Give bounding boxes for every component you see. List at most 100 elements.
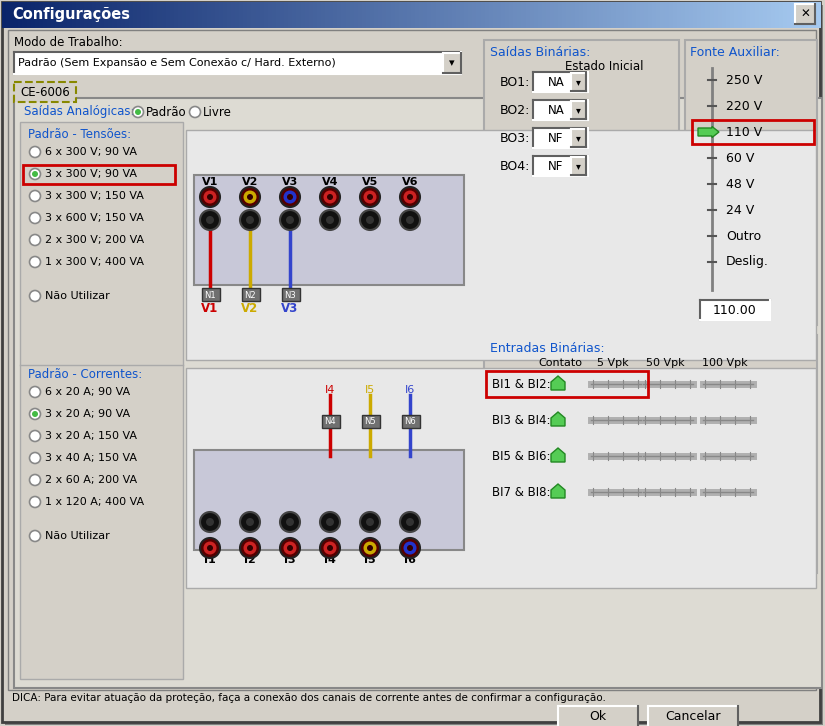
Text: N4: N4 (324, 417, 336, 426)
Bar (657, 2, 662, 28)
Bar (198, 2, 204, 28)
Bar (705, 2, 710, 28)
Text: Saídas Binárias:: Saídas Binárias: (490, 46, 591, 59)
Bar (501, 2, 506, 28)
Text: 3 x 600 V; 150 VA: 3 x 600 V; 150 VA (45, 213, 144, 223)
Bar (125, 2, 130, 28)
Bar (14, 52, 461, 74)
Bar (521, 2, 526, 28)
Text: 50 Vpk: 50 Vpk (646, 358, 684, 368)
Bar (816, 2, 821, 28)
Bar (648, 706, 738, 726)
Circle shape (407, 545, 413, 551)
Bar (280, 2, 285, 28)
Circle shape (190, 107, 200, 118)
Text: V2: V2 (242, 301, 258, 314)
Text: NA: NA (548, 104, 565, 116)
Bar (730, 2, 735, 28)
Bar (534, 2, 539, 28)
Circle shape (30, 234, 40, 245)
Bar (693, 2, 698, 28)
Circle shape (367, 194, 373, 200)
Circle shape (280, 538, 300, 558)
Circle shape (204, 190, 216, 203)
Bar (26, 2, 31, 28)
Circle shape (30, 431, 40, 441)
Text: 48 V: 48 V (726, 177, 754, 190)
Bar (783, 2, 788, 28)
Bar (473, 2, 478, 28)
Bar (398, 2, 403, 28)
Circle shape (240, 210, 260, 230)
Circle shape (133, 107, 144, 118)
Bar (194, 2, 200, 28)
Circle shape (286, 518, 294, 526)
Bar (342, 2, 346, 28)
Circle shape (32, 411, 38, 417)
Bar (644, 2, 649, 28)
Bar (214, 2, 219, 28)
Text: ✕: ✕ (800, 7, 810, 20)
Text: N3: N3 (284, 290, 296, 300)
Bar (513, 2, 518, 28)
Bar (624, 2, 629, 28)
Text: ▾: ▾ (576, 133, 581, 143)
Bar (202, 288, 220, 301)
Circle shape (30, 213, 40, 224)
Bar (766, 2, 772, 28)
Bar (329, 2, 334, 28)
Bar (550, 2, 555, 28)
Bar (358, 2, 363, 28)
Bar (39, 2, 44, 28)
Circle shape (406, 216, 414, 224)
Circle shape (407, 194, 413, 200)
Text: V6: V6 (402, 177, 418, 187)
Circle shape (323, 542, 337, 555)
Text: NA: NA (548, 76, 565, 89)
Bar (526, 2, 530, 28)
Bar (689, 2, 694, 28)
Bar (366, 2, 371, 28)
Bar (779, 2, 785, 28)
Text: 250 V: 250 V (726, 73, 762, 86)
Text: Deslig.: Deslig. (726, 256, 769, 269)
Text: Cancelar: Cancelar (665, 711, 721, 724)
Bar (751, 2, 756, 28)
Bar (292, 2, 298, 28)
Bar (533, 128, 588, 148)
Bar (427, 2, 432, 28)
Bar (636, 2, 641, 28)
Bar (379, 2, 384, 28)
Bar (759, 2, 764, 28)
Circle shape (240, 512, 260, 532)
Circle shape (200, 210, 220, 230)
Circle shape (360, 210, 380, 230)
Bar (321, 2, 326, 28)
Bar (68, 2, 73, 28)
Bar (282, 288, 300, 301)
Circle shape (320, 187, 340, 207)
Bar (493, 2, 498, 28)
Text: Não Utilizar: Não Utilizar (45, 291, 110, 301)
Bar (20, 122, 183, 679)
Bar (538, 2, 543, 28)
Circle shape (327, 545, 333, 551)
Bar (607, 2, 612, 28)
Bar (243, 2, 248, 28)
Bar (223, 2, 228, 28)
Bar (72, 2, 77, 28)
Bar (100, 2, 106, 28)
Text: 60 V: 60 V (726, 152, 754, 165)
Circle shape (323, 190, 337, 203)
Text: ▾: ▾ (449, 58, 455, 68)
Bar (55, 2, 60, 28)
Text: I6: I6 (404, 555, 416, 565)
Bar (571, 2, 576, 28)
Bar (276, 2, 281, 28)
Circle shape (287, 194, 293, 200)
Bar (18, 2, 23, 28)
Bar (692, 120, 814, 144)
Bar (174, 2, 179, 28)
Bar (202, 2, 208, 28)
Bar (386, 2, 392, 28)
